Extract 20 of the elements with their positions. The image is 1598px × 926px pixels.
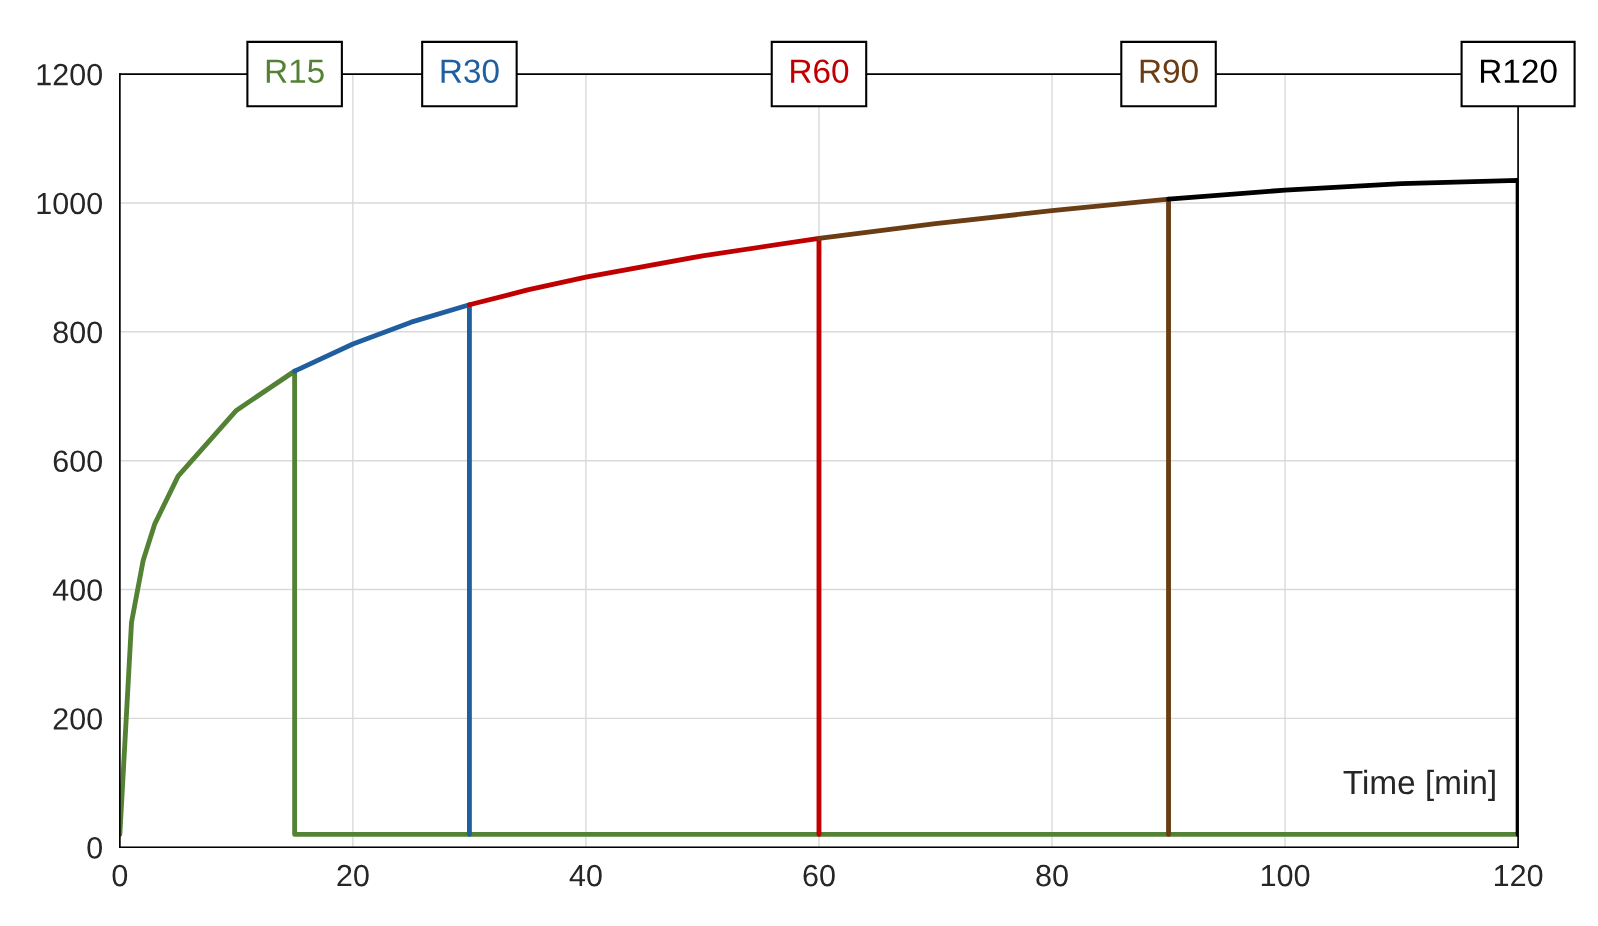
text: R30	[441, 59, 499, 84]
text: R120	[1480, 59, 1557, 84]
y-tick-label: 1200	[37, 63, 102, 86]
y-tick-label: 400	[52, 579, 102, 601]
x-axis-title: Time [min]	[1343, 769, 1495, 801]
x-tick-label: 40	[569, 864, 602, 887]
y-tick-label: 600	[53, 450, 102, 473]
text: R15	[266, 59, 324, 84]
x-tick-label: 60	[803, 864, 835, 887]
y-tick-label: 0	[87, 837, 102, 859]
x-tick-label: 120	[1494, 864, 1543, 887]
x-tick-label: 80	[1036, 864, 1068, 887]
text: R90	[1140, 59, 1198, 84]
text: R60	[791, 59, 849, 84]
x-tick-label: 20	[337, 864, 369, 887]
y-tick-label: 800	[53, 321, 102, 344]
x-tick-label: 0	[112, 864, 128, 887]
y-tick-label: 200	[53, 708, 102, 730]
y-tick-label: 1000	[37, 192, 102, 215]
x-tick-label: 100	[1261, 864, 1310, 887]
